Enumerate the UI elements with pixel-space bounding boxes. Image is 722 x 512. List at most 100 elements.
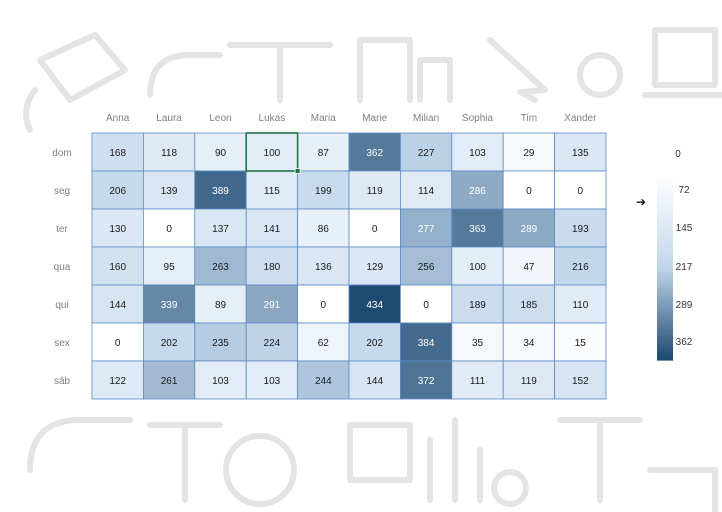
legend-gradient-step — [657, 272, 673, 276]
heatmap-cell[interactable] — [554, 360, 607, 400]
selection-fill-handle[interactable] — [294, 168, 301, 174]
heatmap-cell[interactable] — [91, 322, 144, 362]
legend-label: 289 — [676, 300, 693, 311]
cell-value: 277 — [418, 224, 435, 235]
heatmap-cell[interactable] — [245, 246, 298, 286]
heatmap-cell[interactable] — [91, 360, 144, 400]
legend-gradient-step — [657, 325, 673, 330]
cell-value: 206 — [109, 186, 126, 197]
heatmap-cell[interactable] — [194, 284, 247, 324]
heatmap-cell[interactable] — [451, 322, 504, 362]
legend-gradient-step — [657, 172, 673, 176]
heatmap-cell[interactable] — [194, 322, 247, 362]
row-label: qui — [55, 300, 68, 311]
cell-value: 130 — [109, 224, 126, 235]
heatmap-cell[interactable] — [554, 246, 607, 286]
row-label: seg — [54, 186, 70, 197]
cell-value: 15 — [575, 338, 587, 349]
cell-value: 90 — [215, 148, 227, 159]
heatmap-cell[interactable] — [297, 322, 350, 362]
cell-value: 89 — [215, 300, 227, 311]
row-labels: dom seg ter qua qui sex sáb — [52, 148, 71, 387]
cell-value: 224 — [264, 338, 281, 349]
heatmap-cell[interactable] — [297, 246, 350, 286]
legend-gradient-step — [657, 209, 673, 214]
letter-t-doodle — [227, 42, 333, 103]
heatmap-cell[interactable] — [451, 132, 504, 172]
heatmap-cell[interactable] — [142, 170, 196, 210]
cell-value: 62 — [318, 338, 330, 349]
cell-value: 256 — [418, 262, 435, 273]
heatmap-cell[interactable] — [554, 132, 607, 172]
legend-gradient-step — [657, 319, 673, 323]
legend-gradient-step — [657, 281, 673, 286]
legend-gradient-step — [657, 253, 673, 258]
heatmap-cell[interactable] — [245, 360, 298, 400]
legend-gradient-step — [657, 275, 673, 280]
legend-gradient-step — [657, 306, 673, 311]
selected-cell-outline[interactable] — [245, 132, 299, 172]
legend-gradient-step — [657, 322, 673, 327]
cell-value: 137 — [212, 224, 229, 235]
heatmap-cell[interactable] — [348, 322, 401, 362]
heatmap-cell[interactable] — [297, 284, 350, 324]
cell-value: 434 — [366, 300, 383, 311]
heatmap-cell[interactable] — [142, 360, 196, 400]
legend-gradient-step — [657, 234, 673, 239]
heatmap-cell[interactable] — [91, 246, 144, 286]
heatmap-cell[interactable] — [502, 360, 556, 400]
heatmap-cell[interactable] — [451, 284, 504, 324]
heatmap-cell[interactable] — [451, 246, 504, 286]
heatmap-cell[interactable] — [142, 322, 196, 362]
heatmap-cell[interactable] — [142, 284, 196, 324]
cell-value: 339 — [161, 300, 178, 311]
cell-value: 180 — [264, 262, 281, 273]
heatmap-cell[interactable] — [245, 322, 298, 362]
heatmap-cell[interactable] — [399, 284, 453, 324]
heatmap-cell[interactable] — [554, 284, 607, 324]
cell-value: 0 — [423, 300, 429, 311]
heatmap-cell[interactable] — [348, 360, 401, 400]
heatmap-cell[interactable] — [348, 132, 401, 172]
legend-gradient-step — [657, 341, 673, 345]
heatmap-cell[interactable] — [91, 284, 144, 324]
legend-gradient-step — [657, 190, 673, 195]
legend-gradient-step — [657, 240, 673, 245]
heatmap-cell[interactable] — [502, 322, 556, 362]
heatmap-cell[interactable] — [399, 360, 453, 400]
heatmap-cell[interactable] — [194, 132, 247, 172]
heatmap-cell[interactable] — [245, 170, 298, 210]
legend-gradient-step — [657, 222, 673, 226]
heatmap-cell[interactable] — [554, 170, 607, 210]
legend-gradient-step — [657, 334, 673, 339]
heatmap-cell[interactable] — [451, 208, 504, 248]
heatmap-cell[interactable] — [451, 360, 504, 400]
letter-s-bottom-doodle — [27, 417, 133, 473]
heatmap-cell[interactable] — [502, 208, 556, 248]
heatmap-cell[interactable] — [348, 170, 401, 210]
cell-value: 291 — [264, 300, 281, 311]
cell-value: 202 — [366, 338, 383, 349]
heatmap-cell[interactable] — [194, 170, 247, 210]
heatmap-cell[interactable] — [502, 170, 556, 210]
heatmap-cell[interactable] — [297, 208, 350, 248]
legend-gradient-step — [657, 287, 673, 292]
cell-value: 286 — [469, 186, 486, 197]
cell-value: 139 — [161, 186, 178, 197]
heatmap-cell[interactable] — [348, 208, 401, 248]
cell-value: 263 — [212, 262, 229, 273]
heatmap-cell[interactable] — [91, 208, 144, 248]
heatmap-cell[interactable] — [142, 208, 196, 248]
laptop-doodle — [642, 27, 722, 98]
heatmap-cell[interactable] — [451, 170, 504, 210]
heatmap-cell[interactable] — [194, 360, 247, 400]
heatmap-cell[interactable] — [194, 208, 247, 248]
heatmap-cell[interactable] — [297, 360, 350, 400]
heatmap-cell[interactable] — [502, 246, 556, 286]
legend-gradient-step — [657, 178, 673, 182]
heatmap-cell[interactable] — [194, 246, 247, 286]
legend-gradient-step — [657, 247, 673, 251]
cell-value: 189 — [469, 300, 486, 311]
